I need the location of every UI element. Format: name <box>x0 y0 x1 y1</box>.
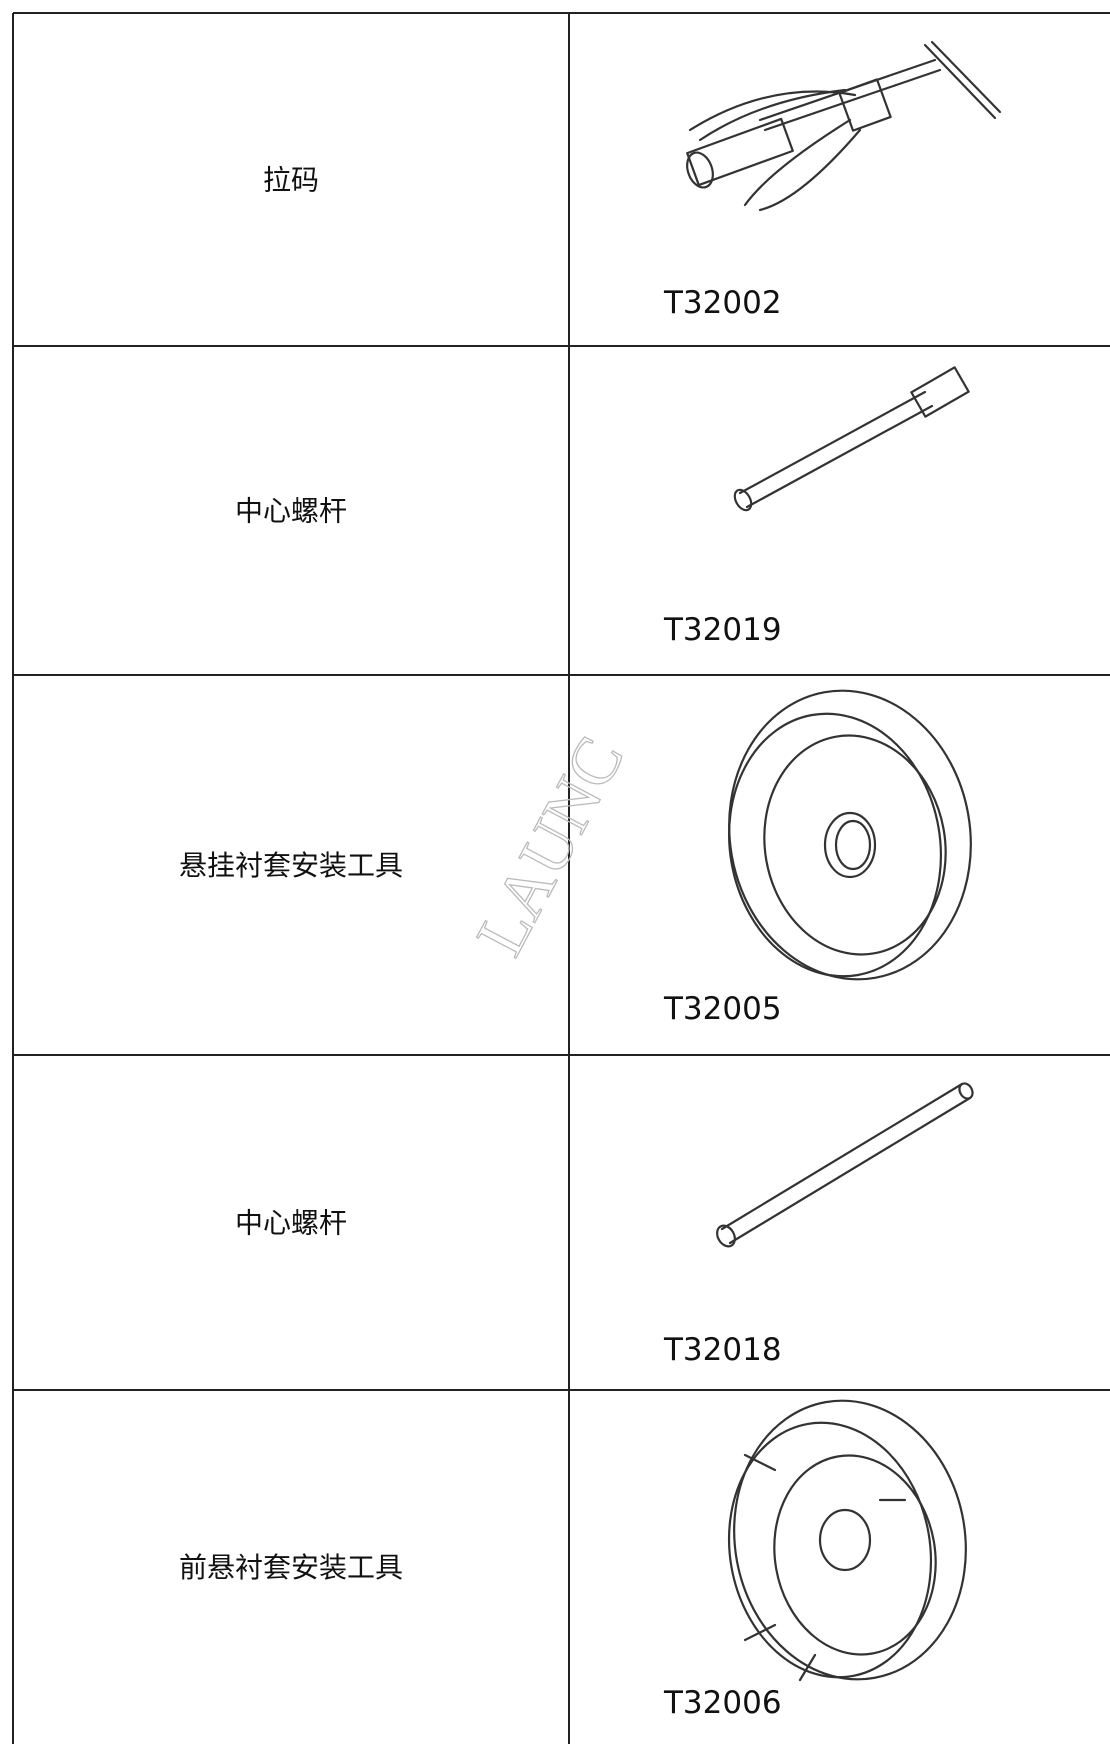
tool-code: T32002 <box>663 285 782 321</box>
threaded-rod-illustration <box>716 1082 974 1248</box>
rod-illustration <box>733 366 970 512</box>
tool-name: 拉码 <box>263 164 319 197</box>
tool-code: T32005 <box>663 991 782 1027</box>
tool-code: T32006 <box>663 1685 782 1721</box>
tool-code: T32019 <box>663 612 782 648</box>
tool-name: 中心螺杆 <box>235 1207 347 1240</box>
tool-name: 前悬衬套安装工具 <box>179 1551 403 1584</box>
tool-name: 中心螺杆 <box>235 495 347 528</box>
tool-name: 悬挂衬套安装工具 <box>179 849 403 882</box>
watermark: LAUNC <box>461 725 638 967</box>
table-grid <box>12 12 1110 1744</box>
notched-cup-illustration <box>727 1399 967 1682</box>
puller-illustration <box>686 40 1002 212</box>
tool-code: T32018 <box>663 1332 782 1368</box>
cup-illustration <box>727 689 972 981</box>
